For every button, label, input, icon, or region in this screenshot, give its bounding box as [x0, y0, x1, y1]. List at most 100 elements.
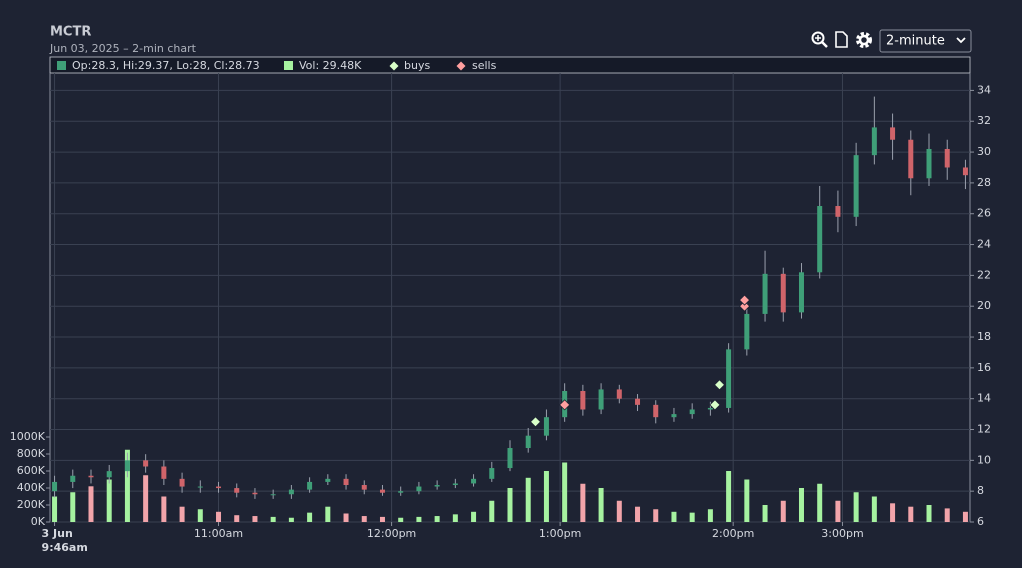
candle-body — [143, 460, 149, 467]
candle-body — [288, 489, 294, 495]
candle-body — [890, 127, 896, 140]
volume-bar — [908, 506, 914, 522]
candle-body — [70, 475, 76, 482]
volume-bar — [343, 513, 349, 522]
candle-body — [707, 407, 713, 410]
volume-tick-label: 800K — [17, 447, 46, 460]
volume-bar — [780, 500, 786, 522]
y-tick-label: 24 — [977, 238, 991, 251]
y-tick-label: 8 — [977, 484, 984, 497]
y-tick-label: 6 — [977, 515, 984, 528]
volume-tick-label: 600K — [17, 464, 46, 477]
volume-bar — [234, 515, 240, 522]
volume-bar — [471, 511, 477, 522]
x-tick-label: 12:00pm — [367, 527, 416, 540]
volume-bar — [817, 483, 823, 522]
volume-bar — [726, 471, 732, 522]
volume-bar — [88, 486, 94, 522]
y-tick-label: 12 — [977, 423, 991, 436]
x-tick-label: 2:00pm — [712, 527, 754, 540]
volume-bar — [270, 516, 276, 522]
volume-bar — [744, 479, 750, 522]
volume-bar — [179, 506, 185, 522]
x-tick-label: 3:00pm — [821, 527, 863, 540]
candle-body — [871, 127, 877, 156]
settings-icon[interactable] — [856, 32, 872, 48]
x-tick-label: 1:00pm — [539, 527, 581, 540]
volume-bar — [379, 516, 385, 522]
y-tick-label: 26 — [977, 207, 991, 220]
candle-body — [52, 481, 58, 492]
interval-select[interactable]: 2-minute — [879, 29, 972, 53]
volume-bar — [325, 506, 331, 522]
candle-body — [489, 468, 495, 479]
candle-body — [507, 448, 513, 469]
candle-body — [252, 492, 258, 495]
volume-bar — [416, 516, 422, 522]
volume-bar — [143, 475, 149, 522]
y-tick-label: 34 — [977, 83, 991, 96]
candle-body — [762, 273, 768, 314]
volume-bar — [562, 462, 568, 522]
legend-volume: Vol: 29.48K — [299, 59, 362, 72]
legend-buys: buys — [404, 59, 430, 72]
candle-body — [780, 273, 786, 313]
volume-bar — [926, 505, 932, 522]
chart-subtitle: Jun 03, 2025 – 2-min chart — [49, 42, 197, 55]
zoom-icon[interactable] — [811, 31, 828, 48]
candle-body — [216, 486, 222, 489]
candle-body — [671, 414, 677, 418]
legend-swatch — [456, 61, 466, 71]
y-tick-label: 10 — [977, 453, 991, 466]
volume-bar — [434, 516, 440, 522]
volume-bar — [944, 508, 950, 522]
volume-bar — [507, 488, 513, 522]
candle-body — [124, 460, 130, 472]
candle-body — [598, 389, 604, 410]
x-tick-sublabel: 9:46am — [42, 541, 88, 554]
candle-body — [234, 488, 240, 493]
volume-bar — [216, 511, 222, 522]
candle-body — [962, 167, 968, 176]
sell-marker — [738, 300, 751, 312]
candle-body — [908, 139, 914, 179]
volume-bar — [580, 483, 586, 522]
volume-bar — [361, 516, 367, 522]
volume-bar — [70, 492, 76, 522]
volume-bar — [106, 479, 112, 522]
candle-body — [817, 206, 823, 273]
buy-marker — [709, 399, 721, 411]
volume-bar — [288, 517, 294, 522]
candle-body — [853, 155, 859, 217]
document-icon[interactable] — [835, 31, 848, 48]
candle-body — [543, 417, 549, 436]
y-tick-label: 20 — [977, 299, 991, 312]
candle-body — [580, 390, 586, 410]
volume-bar — [52, 496, 58, 522]
volume-bar — [835, 500, 841, 522]
candle-body — [452, 483, 458, 486]
legend-bar — [49, 56, 971, 74]
x-tick-label: 11:00am — [194, 527, 243, 540]
candle-body — [471, 478, 477, 484]
candle-body — [744, 313, 750, 350]
volume-bar — [525, 477, 531, 522]
interval-label: 2-minute — [886, 34, 945, 49]
candle-body — [361, 485, 367, 490]
volume-bar — [707, 509, 713, 522]
volume-bar — [853, 492, 859, 522]
legend-ohlc: Op:28.3, Hi:29.37, Lo:28, Cl:28.73 — [72, 59, 260, 72]
volume-bar — [871, 496, 877, 522]
candle-body — [525, 435, 531, 449]
legend-swatch — [57, 61, 66, 70]
volume-bar — [398, 517, 404, 522]
volume-bar — [489, 500, 495, 522]
y-tick-label: 16 — [977, 361, 991, 374]
candle-body — [653, 404, 659, 418]
candle-body — [88, 475, 94, 478]
candle-body — [307, 481, 313, 490]
candle-body — [343, 478, 349, 486]
volume-bar — [762, 505, 768, 522]
